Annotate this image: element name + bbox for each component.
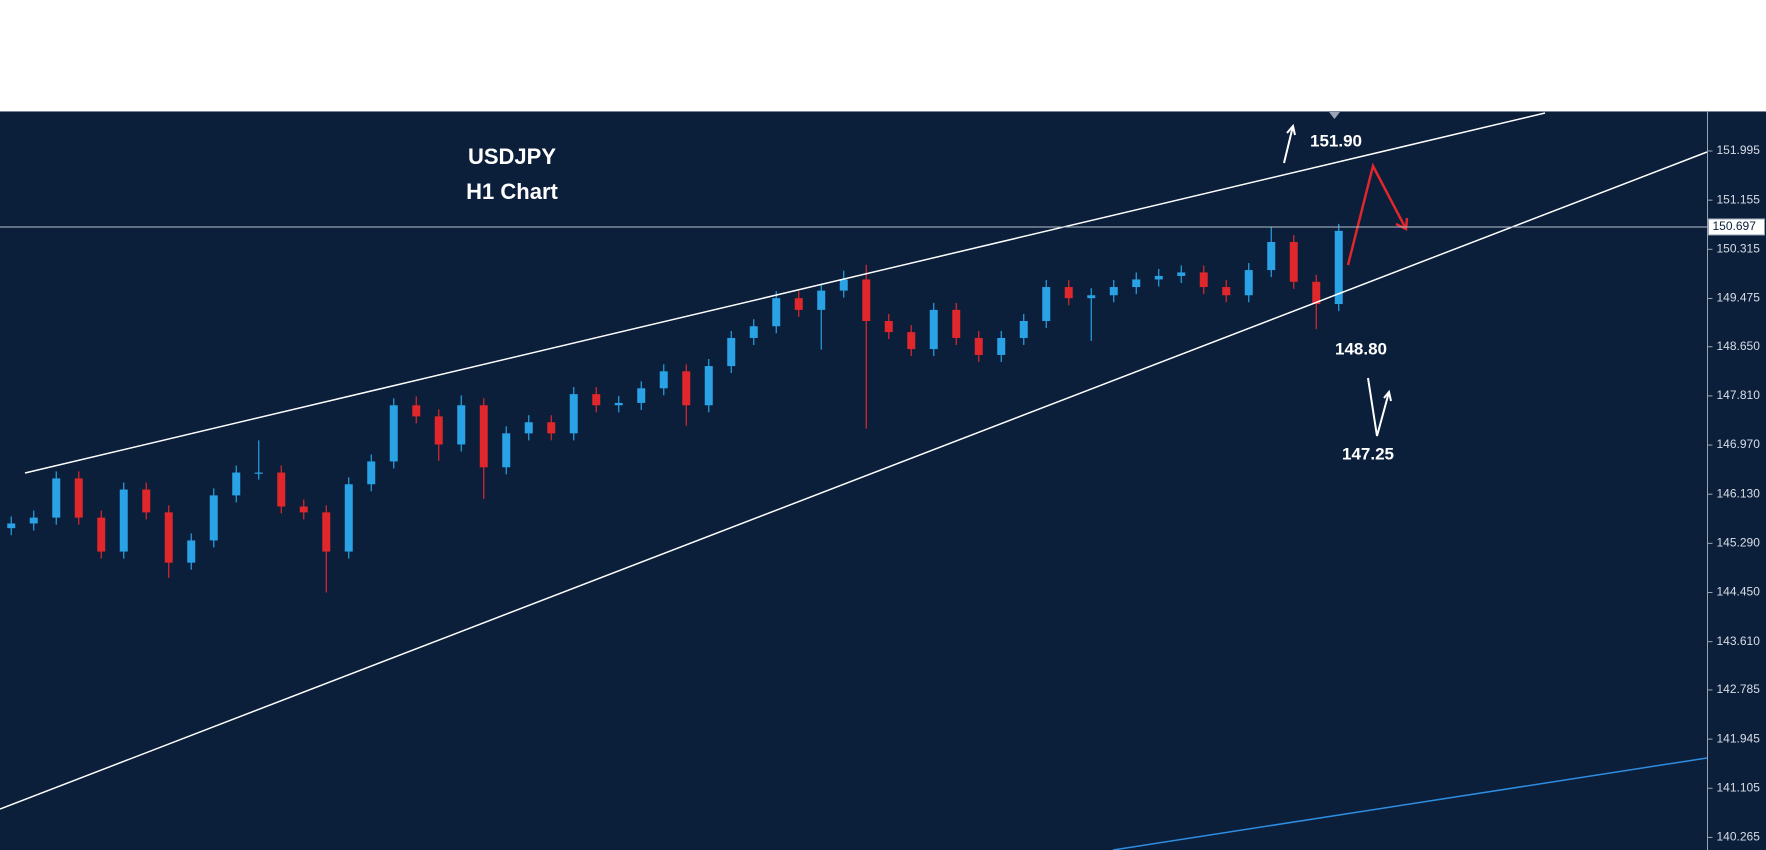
lower-trendline — [0, 151, 1708, 810]
candle-body — [52, 478, 61, 518]
annotation: 147.25 — [1342, 444, 1394, 463]
candles — [7, 223, 1343, 593]
candle-body — [344, 484, 353, 552]
candle-body — [434, 416, 443, 445]
candle-body — [907, 332, 916, 350]
y-tick-label: 147.810 — [1717, 388, 1761, 402]
annotation: 151.90 — [1310, 131, 1362, 150]
candle-body — [1267, 241, 1276, 271]
y-tick-label: 150.315 — [1717, 241, 1761, 255]
candle-body — [1132, 279, 1141, 288]
candle-body — [209, 495, 218, 541]
chart-subtitle: H1 Chart — [466, 179, 558, 204]
candle-body — [1109, 287, 1118, 296]
upper-trendline — [24, 112, 1546, 474]
y-tick-label: 143.610 — [1717, 634, 1761, 648]
candle-body — [749, 326, 758, 338]
candle-body — [187, 540, 196, 563]
candle-body — [614, 402, 623, 406]
candle-body — [884, 320, 893, 333]
y-tick-label: 145.290 — [1717, 536, 1761, 550]
candle-body — [1289, 241, 1298, 282]
candle-body — [412, 405, 421, 417]
y-tick-label: 141.945 — [1717, 731, 1761, 745]
current-price-label: 150.697 — [1713, 219, 1757, 233]
candle-body — [1154, 275, 1163, 280]
candle-body — [1222, 287, 1231, 296]
candle-body — [254, 472, 263, 474]
v-arrow — [1367, 377, 1392, 437]
candle-body — [929, 309, 938, 350]
candle-body — [682, 371, 691, 406]
candle-body — [479, 405, 488, 468]
y-tick-label: 142.785 — [1717, 682, 1761, 696]
top-bar — [0, 0, 1766, 111]
candle-body — [839, 279, 848, 291]
y-tick-label: 151.155 — [1717, 192, 1761, 206]
candle-body — [817, 290, 826, 310]
candle-body — [119, 489, 128, 552]
candle-body — [502, 433, 511, 468]
candle-body — [524, 422, 533, 434]
candle-body — [1334, 230, 1343, 305]
y-tick-label: 146.970 — [1717, 437, 1761, 451]
candle-body — [547, 422, 556, 434]
candle-body — [704, 366, 713, 406]
candle-body — [1177, 272, 1186, 276]
candle-body — [1087, 295, 1096, 299]
y-tick-label: 146.130 — [1717, 486, 1761, 500]
candle-body — [772, 298, 781, 327]
candle-body — [997, 337, 1006, 355]
y-tick-label: 144.450 — [1717, 585, 1761, 599]
candle-body — [7, 523, 16, 529]
candle-body — [592, 394, 601, 406]
candle-body — [1199, 272, 1208, 288]
y-tick-label: 151.995 — [1717, 143, 1761, 157]
annotation: 148.80 — [1335, 339, 1387, 358]
support-line — [1112, 757, 1708, 850]
candle-body — [389, 405, 398, 462]
candle-body — [659, 371, 668, 389]
red-zigzag-arrow — [1346, 162, 1409, 266]
y-tick-label: 149.475 — [1717, 291, 1761, 305]
marker — [1329, 112, 1340, 119]
candle-body — [1244, 270, 1253, 296]
candle-body — [862, 279, 871, 321]
y-tick-label: 141.105 — [1717, 780, 1761, 794]
candle-body — [142, 489, 151, 513]
candle-body — [74, 478, 83, 518]
y-tick-label: 148.650 — [1717, 339, 1761, 353]
candle-body — [1064, 287, 1073, 299]
candle-body — [29, 517, 38, 524]
candle-body — [232, 472, 241, 496]
candle-body — [299, 506, 308, 513]
candle-body — [569, 394, 578, 434]
candle-body — [277, 472, 286, 507]
chart-title: USDJPY — [468, 144, 556, 169]
candle-body — [97, 517, 106, 552]
candle-body — [1312, 281, 1321, 305]
candle-body — [952, 309, 961, 338]
candle-body — [367, 461, 376, 485]
candle-body — [164, 512, 173, 563]
candle-body — [322, 512, 331, 552]
candle-body — [457, 405, 466, 445]
plot-background — [0, 111, 1766, 850]
candle-body — [727, 337, 736, 367]
candle-body — [974, 337, 983, 355]
current-price-box — [1708, 218, 1765, 236]
y-tick-label: 140.265 — [1717, 830, 1761, 844]
candle-body — [1042, 287, 1051, 321]
candle-body — [637, 388, 646, 403]
candle-body — [1019, 320, 1028, 338]
arrow-up — [1283, 123, 1296, 164]
candle-body — [794, 298, 803, 310]
